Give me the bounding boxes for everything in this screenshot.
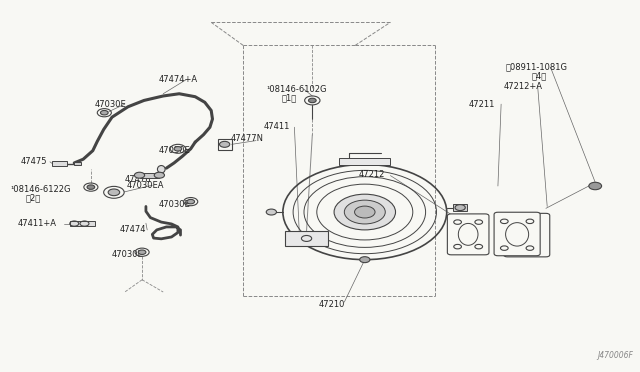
Circle shape xyxy=(108,189,120,196)
Text: 47030E: 47030E xyxy=(159,146,191,155)
Text: ¹08146-6102G: ¹08146-6102G xyxy=(266,85,327,94)
Text: 47474+A: 47474+A xyxy=(159,76,198,84)
Circle shape xyxy=(154,172,164,178)
Text: 47411+A: 47411+A xyxy=(18,219,57,228)
Bar xyxy=(218,139,232,150)
Circle shape xyxy=(344,200,385,224)
Text: 47477N: 47477N xyxy=(230,134,264,143)
Circle shape xyxy=(87,185,95,189)
Circle shape xyxy=(266,209,276,215)
Text: 47411: 47411 xyxy=(264,122,290,131)
Text: ¹08146-6122G: ¹08146-6122G xyxy=(10,185,71,194)
Text: （2）: （2） xyxy=(26,194,41,203)
Text: 47212: 47212 xyxy=(358,170,385,179)
Circle shape xyxy=(308,98,316,103)
Circle shape xyxy=(334,194,396,230)
Circle shape xyxy=(360,257,370,263)
Text: 47475: 47475 xyxy=(20,157,47,166)
Circle shape xyxy=(455,205,465,211)
Circle shape xyxy=(589,182,602,190)
Text: 47030E: 47030E xyxy=(95,100,127,109)
Circle shape xyxy=(100,110,108,115)
Bar xyxy=(70,221,95,226)
Ellipse shape xyxy=(157,166,165,173)
Bar xyxy=(285,231,328,246)
Text: 47211: 47211 xyxy=(469,100,495,109)
Bar xyxy=(339,158,390,165)
FancyBboxPatch shape xyxy=(494,212,540,256)
Bar xyxy=(52,161,67,166)
FancyBboxPatch shape xyxy=(447,214,489,255)
Text: 47030E: 47030E xyxy=(159,200,191,209)
Text: J470006F: J470006F xyxy=(598,351,634,360)
Text: （4）: （4） xyxy=(531,71,547,80)
Circle shape xyxy=(187,199,195,204)
Bar xyxy=(453,204,467,211)
Circle shape xyxy=(138,250,146,254)
Circle shape xyxy=(174,147,182,151)
Circle shape xyxy=(220,141,230,147)
Text: 47474: 47474 xyxy=(120,225,146,234)
Text: 47030E: 47030E xyxy=(112,250,144,259)
Text: 47478: 47478 xyxy=(125,175,152,184)
Circle shape xyxy=(355,206,375,218)
Text: （1）: （1） xyxy=(282,93,297,102)
Circle shape xyxy=(134,172,145,178)
Text: 47210: 47210 xyxy=(319,300,345,309)
Text: ⓝ08911-1081G: ⓝ08911-1081G xyxy=(506,62,568,71)
Bar xyxy=(140,173,159,178)
Bar xyxy=(74,162,81,165)
Text: 47212+A: 47212+A xyxy=(504,82,543,91)
FancyBboxPatch shape xyxy=(504,214,550,257)
Text: 47030EA: 47030EA xyxy=(127,181,164,190)
